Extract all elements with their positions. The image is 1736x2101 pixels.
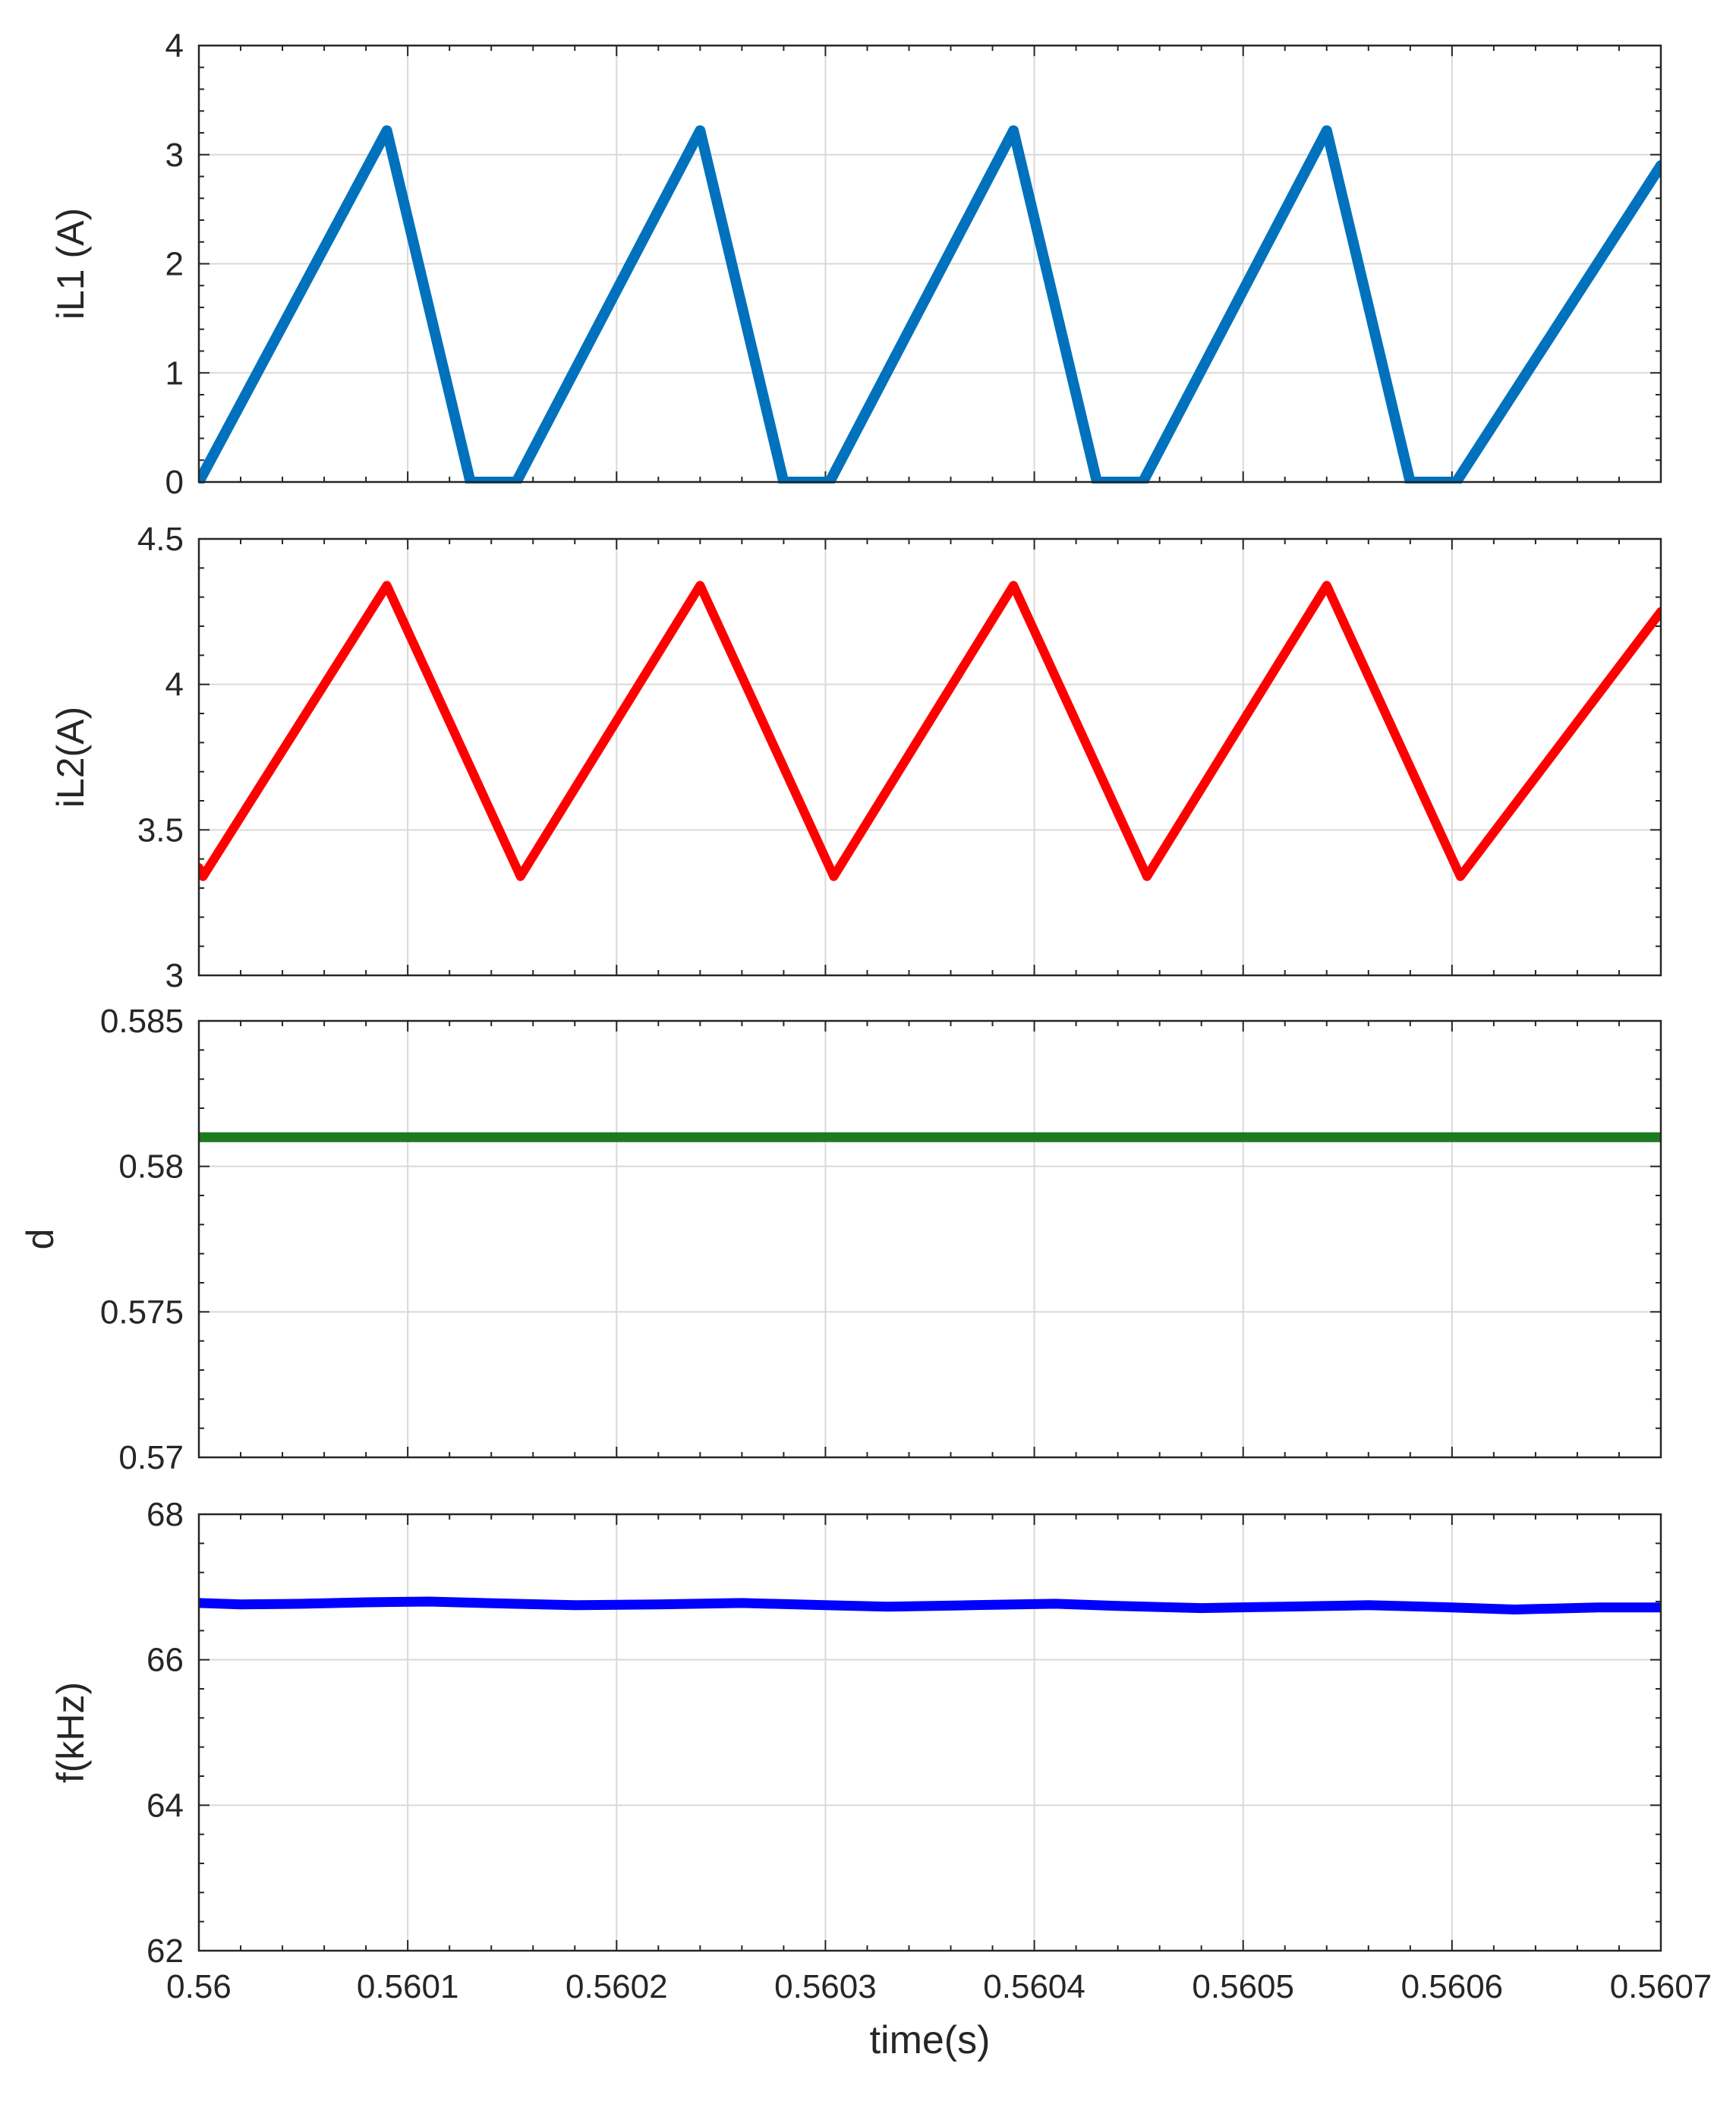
x-tick-label: 0.56 [166, 1968, 232, 2005]
x-tick-label: 0.5607 [1610, 1968, 1712, 2005]
x-tick-label: 0.5602 [566, 1968, 668, 2005]
x-tick-label: 0.5604 [983, 1968, 1085, 2005]
plot-area-il2 [199, 539, 1661, 975]
x-tick-label: 0.5606 [1401, 1968, 1504, 2005]
y-tick-label: 4 [165, 27, 184, 65]
y-axis-label: iL2(A) [49, 707, 92, 808]
y-tick-label: 3 [165, 957, 184, 994]
y-axis-label: f(kHz) [49, 1682, 92, 1783]
x-axis-label: time(s) [870, 2018, 991, 2062]
panel-il2: 3 3.5 4 4.5 iL2(A) [49, 521, 1662, 994]
panel-duty: 0.57 0.575 0.58 0.585 d [19, 1003, 1662, 1476]
x-tick-label: 0.5603 [774, 1968, 877, 2005]
y-tick-label: 0.57 [118, 1439, 184, 1476]
y-tick-label: 0.58 [118, 1148, 184, 1186]
panel-il1: 0 1 2 3 4 iL1 (A) [49, 27, 1662, 501]
x-tick-label: 0.5605 [1192, 1968, 1294, 2005]
y-tick-label: 68 [147, 1496, 184, 1533]
axes-box-freq [197, 1513, 1662, 1952]
plot-area-duty [199, 1021, 1661, 1457]
y-axis-label: d [19, 1229, 61, 1250]
y-tick-label: 66 [147, 1642, 184, 1679]
axes-box-il1 [197, 44, 1662, 484]
y-tick-label: 1 [165, 354, 184, 392]
y-tick-label: 64 [147, 1787, 184, 1824]
y-tick-label: 0.575 [100, 1293, 184, 1331]
x-tick-label: 0.5601 [357, 1968, 459, 2005]
y-tick-label: 3 [165, 137, 184, 174]
panel-freq: 62 64 66 68 f(kHz) 0.56 0.5601 0.5602 0.5603 0.56… [49, 1496, 1712, 2062]
y-tick-label: 3.5 [137, 811, 184, 849]
y-tick-label: 0.585 [100, 1003, 184, 1040]
series-line-freq [199, 1596, 1661, 1614]
axes-box-duty [197, 1019, 1662, 1459]
y-tick-label: 4 [165, 666, 184, 704]
y-tick-label: 2 [165, 246, 184, 283]
series-line-il2 [199, 581, 1661, 881]
y-tick-label: 62 [147, 1932, 184, 1970]
axes-box-il2 [197, 537, 1662, 977]
y-axis-label: iL1 (A) [49, 208, 92, 320]
y-tick-label: 4.5 [137, 521, 184, 558]
plot-area-freq [199, 1514, 1661, 1951]
y-tick-label: 0 [165, 464, 184, 501]
